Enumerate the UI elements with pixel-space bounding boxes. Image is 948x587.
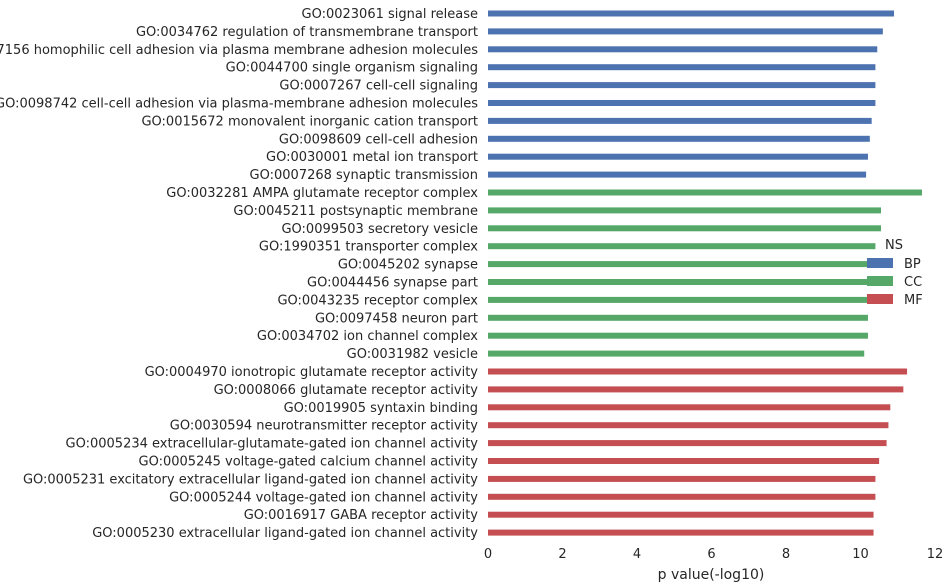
category-label: GO:0044456 synapse part xyxy=(307,276,478,291)
bar-mf xyxy=(488,368,908,375)
category-label: GO:0007268 synaptic transmission xyxy=(250,168,478,183)
legend-swatch-cc xyxy=(867,276,893,286)
bar-bp xyxy=(488,46,878,53)
category-label: GO:0045202 synapse xyxy=(338,258,478,273)
category-label: GO:0032281 AMPA glutamate receptor compl… xyxy=(166,186,478,201)
bar-cc xyxy=(488,350,865,357)
category-label: GO:0016917 GABA receptor activity xyxy=(244,508,479,523)
x-tick-label: 8 xyxy=(782,547,790,562)
category-labels: GO:0023061 signal release GO:0034762 regu… xyxy=(0,7,478,541)
category-label: GO:0007156 homophilic cell adhesion via … xyxy=(0,43,478,58)
bar-bp xyxy=(488,153,868,160)
bar-bp xyxy=(488,117,872,124)
bar-cc xyxy=(488,243,876,250)
category-label: GO:0005231 excitatory extracellular liga… xyxy=(23,472,478,487)
category-label: GO:0098742 cell-cell adhesion via plasma… xyxy=(0,97,478,112)
category-label: GO:0005244 voltage-gated ion channel act… xyxy=(169,490,478,505)
bar-mf xyxy=(488,404,891,411)
legend-swatch-bp xyxy=(867,258,893,268)
x-tick-label: 6 xyxy=(707,547,715,562)
bar-cc xyxy=(488,225,881,232)
bar-mf xyxy=(488,386,904,393)
bar-cc xyxy=(488,332,868,339)
legend-label-mf: MF xyxy=(904,293,923,308)
legend-swatch-mf xyxy=(867,294,893,304)
bar-cc xyxy=(488,314,868,321)
category-label: GO:0044700 single organism signaling xyxy=(226,61,478,76)
category-label: GO:0005245 voltage-gated calcium channel… xyxy=(139,455,479,470)
bar-bp xyxy=(488,64,876,71)
x-axis-title: p value(-log10) xyxy=(658,567,765,583)
x-tick-label: 12 xyxy=(927,547,944,562)
x-tick-label: 4 xyxy=(633,547,641,562)
bar-bp xyxy=(488,82,876,89)
category-label: GO:0031982 vesicle xyxy=(347,347,478,362)
bar-cc xyxy=(488,189,922,196)
legend-label-bp: BP xyxy=(904,257,921,272)
bar-cc xyxy=(488,279,872,285)
category-label: GO:0019905 syntaxin binding xyxy=(284,401,478,416)
category-label: GO:0045211 postsynaptic membrane xyxy=(233,204,478,219)
category-label: GO:0008066 glutamate receptor activity xyxy=(214,383,479,398)
x-tick-label: 10 xyxy=(852,547,869,562)
bar-bp xyxy=(488,10,895,17)
category-label: GO:0004970 ionotropic glutamate receptor… xyxy=(145,365,479,380)
bar-bp xyxy=(488,100,876,106)
bar-mf xyxy=(488,440,887,447)
category-label: GO:0023061 signal release xyxy=(302,7,478,22)
bar-bp xyxy=(488,135,870,142)
category-label: GO:0030001 metal ion transport xyxy=(266,150,478,165)
category-label: GO:0098609 cell-cell adhesion xyxy=(279,132,478,147)
category-label: GO:0097458 neuron part xyxy=(315,311,478,326)
bar-bp xyxy=(488,28,883,35)
category-label: GO:0007267 cell-cell signaling xyxy=(279,79,478,94)
bar-cc xyxy=(488,207,881,214)
category-label: GO:0099503 secretory vesicle xyxy=(281,222,478,237)
bar-bp xyxy=(488,171,867,178)
category-label: GO:1990351 transporter complex xyxy=(259,240,478,255)
bar-mf xyxy=(488,511,874,518)
bar-mf xyxy=(488,422,889,429)
bars-layer xyxy=(488,10,922,536)
category-label: GO:0005230 extracellular ligand-gated io… xyxy=(92,526,478,541)
bar-mf xyxy=(488,493,876,500)
legend-title: NS xyxy=(885,238,903,253)
legend-label-cc: CC xyxy=(904,275,922,290)
category-label: GO:0015672 monovalent inorganic cation t… xyxy=(141,114,478,129)
bar-cc xyxy=(488,261,872,268)
category-label: GO:0034762 regulation of transmembrane t… xyxy=(136,25,478,40)
category-label: GO:0043235 receptor complex xyxy=(277,293,478,308)
category-label: GO:0034702 ion channel complex xyxy=(257,329,478,344)
category-label: GO:0030594 neurotransmitter receptor act… xyxy=(170,419,479,434)
bar-cc xyxy=(488,296,870,303)
bar-mf xyxy=(488,529,874,536)
x-axis: 0 2 4 6 8 10 12 xyxy=(484,547,943,562)
x-tick-label: 2 xyxy=(558,547,566,562)
bar-mf xyxy=(488,458,880,464)
category-label: GO:0005234 extracellular-glutamate-gated… xyxy=(66,437,479,452)
bar-mf xyxy=(488,475,876,482)
x-tick-label: 0 xyxy=(484,547,492,562)
